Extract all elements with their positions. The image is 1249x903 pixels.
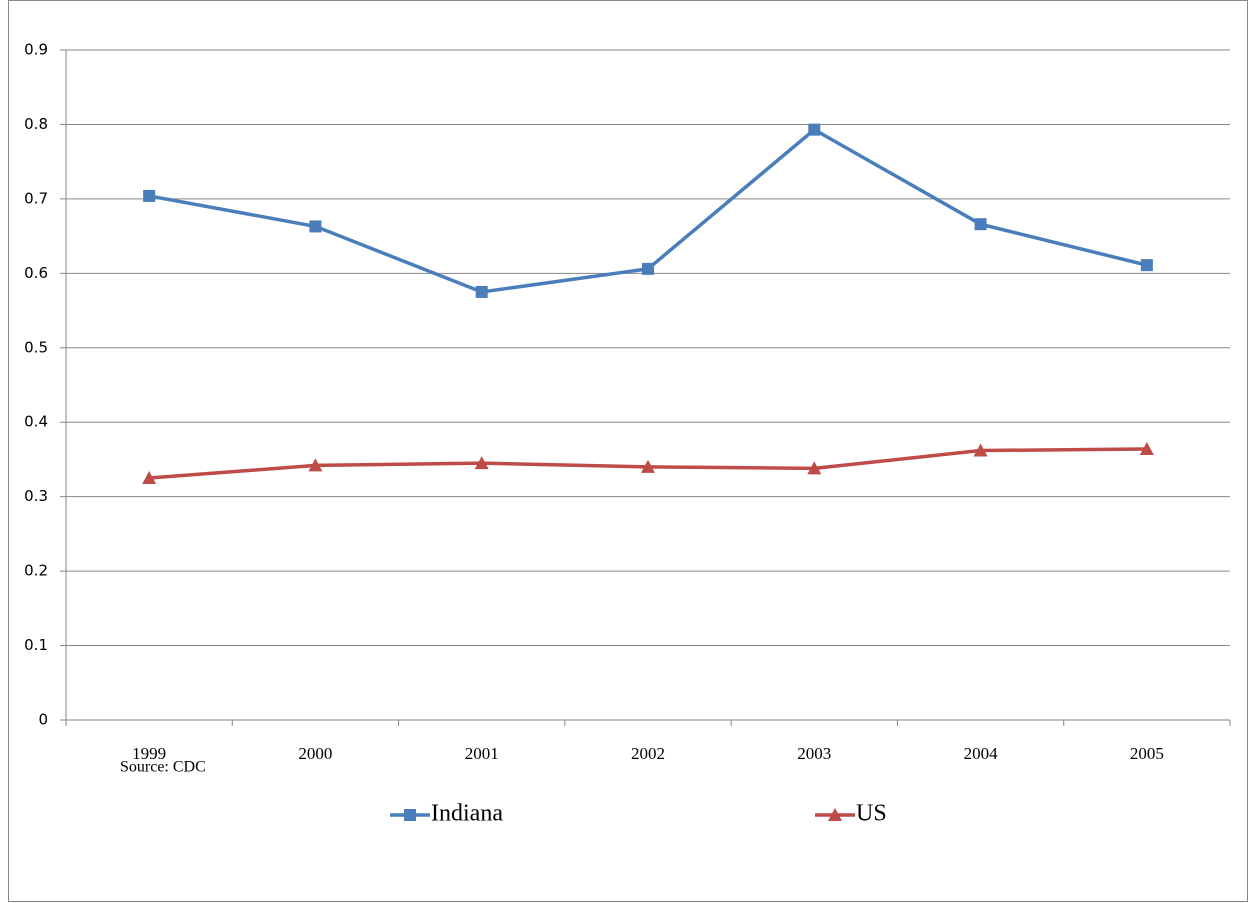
point	[308, 458, 323, 472]
y-tick-label: 0.1	[24, 636, 48, 654]
y-tick-label: 0.9	[24, 41, 48, 59]
x-tick-label: 2004	[964, 744, 999, 763]
legend-marker	[404, 809, 416, 821]
y-tick-label: 0.7	[24, 189, 48, 207]
x-tick-label: 2001	[465, 744, 499, 763]
y-tick-label: 0.5	[24, 338, 48, 356]
point	[808, 123, 821, 136]
point	[1139, 442, 1154, 456]
point	[475, 285, 488, 298]
point	[309, 220, 322, 233]
point	[143, 189, 156, 202]
point	[142, 471, 157, 485]
legend-label: Indiana	[431, 801, 503, 827]
x-tick-label: 2000	[298, 744, 332, 763]
point	[641, 459, 655, 473]
point	[973, 443, 988, 457]
point	[474, 456, 489, 470]
y-tick-label: 0.3	[24, 487, 48, 505]
legend-label: US	[856, 801, 887, 827]
x-tick-label: 2005	[1130, 744, 1164, 763]
x-tick-label: 1999	[132, 744, 166, 763]
source-note: Source: CDC	[120, 759, 206, 776]
legend-marker	[828, 808, 842, 821]
point	[807, 461, 822, 475]
point	[642, 262, 654, 275]
x-tick-label: 2003	[797, 744, 831, 763]
point	[1140, 259, 1153, 272]
y-tick-label: 0	[38, 711, 48, 729]
y-tick-label: 0.6	[24, 264, 48, 282]
x-tick-label: 2002	[631, 744, 665, 763]
point	[974, 218, 987, 231]
y-tick-label: 0.8	[24, 115, 48, 133]
y-tick-label: 0.4	[24, 413, 48, 431]
y-tick-label: 0.2	[24, 562, 48, 580]
